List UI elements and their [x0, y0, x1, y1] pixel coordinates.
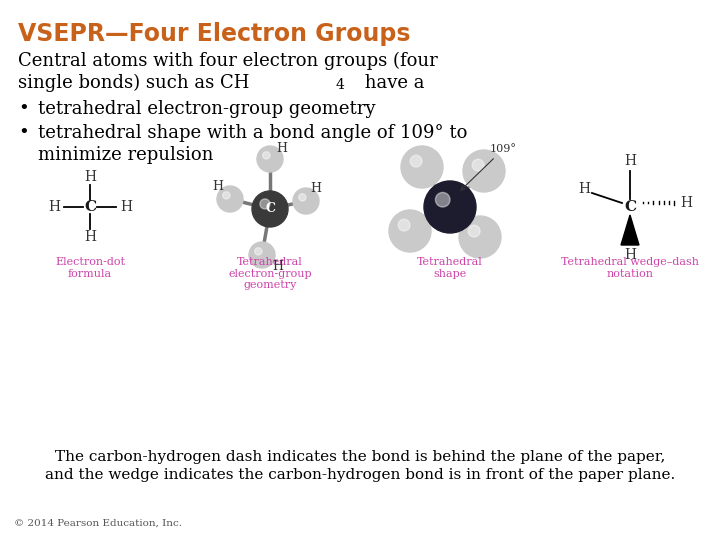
Circle shape: [217, 186, 243, 212]
Text: C: C: [265, 202, 275, 215]
Circle shape: [410, 155, 422, 167]
Text: H: H: [272, 260, 284, 273]
Circle shape: [249, 242, 275, 268]
Text: © 2014 Pearson Education, Inc.: © 2014 Pearson Education, Inc.: [14, 519, 182, 528]
Text: Tetrahedral
shape: Tetrahedral shape: [417, 257, 483, 279]
Text: VSEPR—Four Electron Groups: VSEPR—Four Electron Groups: [18, 22, 410, 46]
Text: tetrahedral electron-group geometry: tetrahedral electron-group geometry: [38, 100, 376, 118]
Text: 4: 4: [336, 78, 344, 92]
Polygon shape: [621, 215, 639, 245]
Text: H: H: [276, 143, 287, 156]
Text: H: H: [624, 248, 636, 262]
Text: Tetrahedral wedge–dash
notation: Tetrahedral wedge–dash notation: [561, 257, 699, 279]
Text: H: H: [680, 196, 692, 210]
Circle shape: [255, 248, 262, 255]
Circle shape: [472, 159, 484, 171]
Circle shape: [252, 191, 288, 227]
Circle shape: [468, 225, 480, 237]
Circle shape: [459, 216, 501, 258]
Text: H: H: [84, 170, 96, 184]
Text: H: H: [84, 230, 96, 244]
Text: C: C: [84, 200, 96, 214]
Text: have a: have a: [359, 74, 424, 92]
Text: and the wedge indicates the carbon-hydrogen bond is in front of the paper plane.: and the wedge indicates the carbon-hydro…: [45, 468, 675, 482]
Text: •: •: [18, 124, 29, 142]
Text: H: H: [310, 183, 322, 195]
Text: H: H: [624, 154, 636, 168]
Text: The carbon-hydrogen dash indicates the bond is behind the plane of the paper,: The carbon-hydrogen dash indicates the b…: [55, 450, 665, 464]
Circle shape: [299, 194, 306, 201]
Circle shape: [260, 199, 270, 209]
Circle shape: [257, 146, 283, 172]
Circle shape: [389, 210, 431, 252]
Text: •: •: [18, 100, 29, 118]
Text: H: H: [212, 180, 223, 193]
Circle shape: [293, 188, 319, 214]
Text: 109°: 109°: [461, 144, 517, 190]
Text: H: H: [578, 182, 590, 196]
Text: C: C: [624, 200, 636, 214]
Text: tetrahedral shape with a bond angle of 109° to: tetrahedral shape with a bond angle of 1…: [38, 124, 467, 142]
Text: minimize repulsion: minimize repulsion: [38, 146, 213, 164]
Text: Central atoms with four electron groups (four: Central atoms with four electron groups …: [18, 52, 438, 70]
Circle shape: [401, 146, 443, 188]
Text: H: H: [48, 200, 60, 214]
Text: Electron-dot
formula: Electron-dot formula: [55, 257, 125, 279]
Text: H: H: [120, 200, 132, 214]
Circle shape: [436, 192, 450, 207]
Circle shape: [424, 181, 476, 233]
Text: Tetrahedral
electron-group
geometry: Tetrahedral electron-group geometry: [228, 257, 312, 290]
Circle shape: [222, 192, 230, 199]
Circle shape: [463, 150, 505, 192]
Text: single bonds) such as CH: single bonds) such as CH: [18, 74, 249, 92]
Circle shape: [263, 152, 270, 159]
Circle shape: [398, 219, 410, 231]
